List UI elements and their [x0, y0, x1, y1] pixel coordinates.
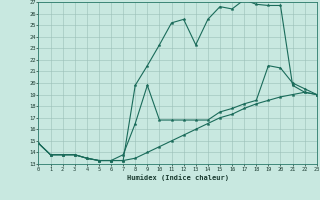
X-axis label: Humidex (Indice chaleur): Humidex (Indice chaleur) — [127, 175, 228, 181]
